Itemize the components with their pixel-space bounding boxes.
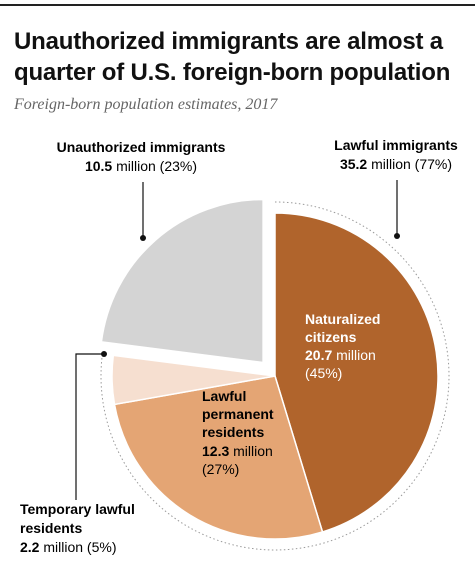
label-temporary-line2: residents: [20, 520, 82, 536]
label-unauthorized-value: 10.5 million (23%): [85, 158, 197, 174]
label-permanent-line3: residents: [202, 424, 264, 440]
label-lawful-value: 35.2 million (77%): [340, 156, 452, 172]
label-unauthorized-name: Unauthorized immigrants: [57, 139, 226, 155]
label-naturalized-value: 20.7 million: [305, 347, 376, 363]
pie-slice-lawful-permanent-residents: [113, 375, 324, 540]
label-naturalized-pct: (45%): [305, 365, 342, 381]
temporary-leader-dot: [101, 351, 107, 357]
label-unauthorized: Unauthorized immigrants: [57, 139, 226, 155]
chart-subtitle: Foreign-born population estimates, 2017: [14, 96, 278, 113]
pie-slice-naturalized-citizens: [274, 212, 439, 533]
label-permanent-pct: (27%): [202, 461, 239, 477]
temporary-leader-line: [75, 353, 104, 500]
chart-title: Unauthorized immigrants are almost a qua…: [14, 28, 451, 86]
lawful-group-dotted-arc: [100, 201, 450, 551]
lawful-leader-dot: [394, 233, 400, 239]
label-temporary-line1: Temporary lawful: [20, 501, 135, 517]
label-lawful: Lawful immigrants: [334, 137, 458, 153]
label-lawful-name: Lawful immigrants: [334, 137, 458, 153]
pie-slice-unauthorized-immigrants: [100, 198, 264, 364]
label-permanent-line1: Lawful: [202, 388, 246, 404]
pie-slice-temporary-lawful-residents: [111, 354, 276, 406]
label-naturalized-line1: Naturalized: [305, 311, 380, 327]
label-naturalized-line2: citizens: [305, 329, 357, 345]
unauthorized-leader-dot: [140, 235, 146, 241]
label-temporary-value: 2.2 million (5%): [20, 539, 116, 555]
label-permanent-line2: permanent: [202, 406, 274, 422]
top-rule: [0, 4, 475, 6]
label-permanent-value: 12.3 million: [202, 443, 273, 459]
